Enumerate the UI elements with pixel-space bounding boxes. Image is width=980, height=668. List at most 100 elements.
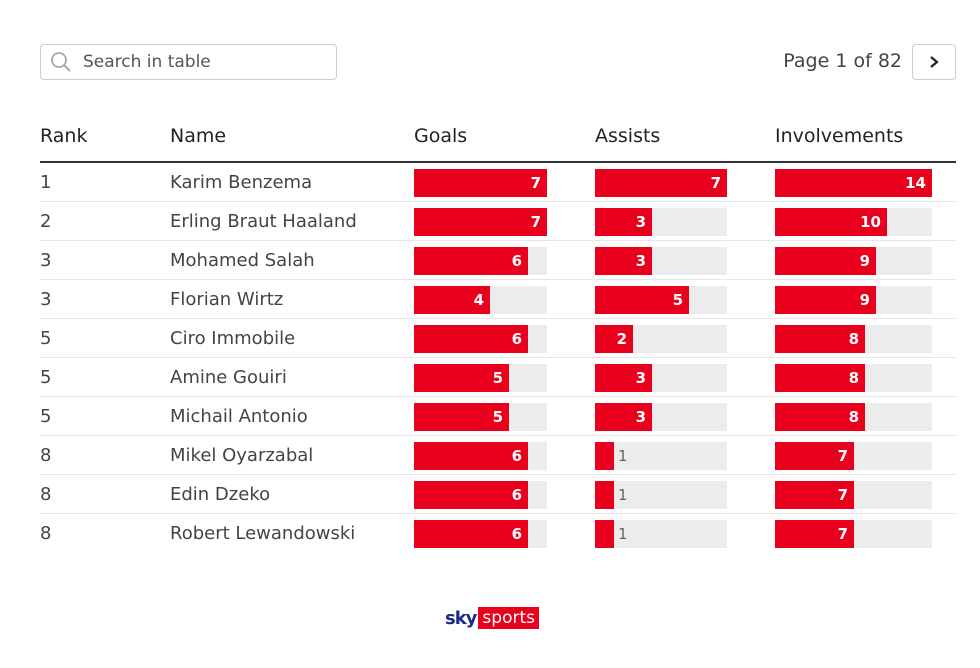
assists-bar: 3 [595,247,727,275]
goals-bar-fill [414,169,547,197]
sky-sports-logo: sky sports [445,606,539,630]
assists-bar-fill [595,364,652,392]
assists-bar-fill [595,325,633,353]
rank-cell: 2 [40,211,52,232]
goals-bar: 7 [414,169,547,197]
involvements-bar-fill [775,364,865,392]
assists-bar: 1 [595,442,727,470]
header-rank[interactable]: Rank [40,125,88,147]
involvements-bar-fill [775,325,865,353]
table-row: 3 Florian Wirtz 4 5 9 [40,280,956,319]
chevron-right-icon [930,56,939,68]
assists-bar-fill [595,208,652,236]
header-involvements[interactable]: Involvements [775,125,904,147]
table-row: 5 Michail Antonio 5 3 8 [40,397,956,436]
involvements-bar-fill [775,520,854,548]
header-goals[interactable]: Goals [414,125,468,147]
involvements-bar-fill [775,247,876,275]
player-name: Michail Antonio [170,406,308,427]
goals-value: 5 [492,369,503,387]
table-row: 8 Edin Dzeko 6 1 7 [40,475,956,514]
goals-bar-fill [414,247,528,275]
assists-value: 1 [618,486,628,504]
involvements-value: 14 [905,174,926,192]
involvements-bar: 8 [775,364,932,392]
involvements-bar: 9 [775,247,932,275]
goals-value: 6 [511,447,522,465]
involvements-value: 7 [837,525,848,543]
goals-value: 5 [492,408,503,426]
involvements-value: 8 [848,330,859,348]
table-row: 5 Ciro Immobile 6 2 8 [40,319,956,358]
goals-value: 6 [511,330,522,348]
assists-bar: 1 [595,481,727,509]
involvements-value: 10 [860,213,881,231]
goals-bar-fill [414,208,547,236]
player-name: Amine Gouiri [170,367,287,388]
involvements-bar: 7 [775,520,932,548]
table-header: Rank Name Goals Assists Involvements [40,125,956,163]
involvements-bar-fill [775,403,865,431]
assists-bar: 3 [595,403,727,431]
involvements-bar: 14 [775,169,932,197]
assists-bar-fill [595,520,614,548]
assists-value: 3 [635,408,646,426]
assists-bar-fill [595,442,614,470]
rank-cell: 8 [40,484,52,505]
rank-cell: 5 [40,328,52,349]
table-row: 8 Robert Lewandowski 6 1 7 [40,514,956,553]
involvements-bar: 8 [775,325,932,353]
involvements-bar-fill [775,208,887,236]
involvements-bar-fill [775,286,876,314]
table-row: 8 Mikel Oyarzabal 6 1 7 [40,436,956,475]
assists-bar: 3 [595,208,727,236]
goals-bar-fill [414,325,528,353]
assists-bar-fill [595,169,727,197]
involvements-bar-fill [775,442,854,470]
assists-value: 3 [635,252,646,270]
goals-bar: 4 [414,286,547,314]
involvements-value: 7 [837,447,848,465]
assists-value: 3 [635,369,646,387]
assists-value: 1 [618,525,628,543]
assists-value: 1 [618,447,628,465]
involvements-bar: 7 [775,442,932,470]
involvements-value: 9 [859,291,870,309]
search-box[interactable] [40,44,337,80]
assists-bar: 1 [595,520,727,548]
involvements-bar-fill [775,481,854,509]
rank-cell: 5 [40,367,52,388]
goals-value: 6 [511,525,522,543]
player-name: Mikel Oyarzabal [170,445,314,466]
table-body: 1 Karim Benzema 7 7 14 2 Erling Braut Haaland 7… [40,163,956,553]
goals-value: 7 [530,174,541,192]
goals-bar: 6 [414,247,547,275]
involvements-value: 8 [848,369,859,387]
rank-cell: 3 [40,250,52,271]
goals-bar-fill [414,403,509,431]
assists-bar-fill [595,481,614,509]
page-indicator: Page 1 of 82 [783,50,902,72]
header-assists[interactable]: Assists [595,125,661,147]
involvements-bar: 7 [775,481,932,509]
player-name: Edin Dzeko [170,484,271,505]
next-page-button[interactable] [912,44,956,80]
involvements-value: 9 [859,252,870,270]
player-name: Robert Lewandowski [170,523,356,544]
goals-value: 6 [511,252,522,270]
table-row: 2 Erling Braut Haaland 7 3 10 [40,202,956,241]
logo-sports: sports [478,607,539,629]
goals-bar-fill [414,481,528,509]
assists-bar-fill [595,286,689,314]
table-row: 3 Mohamed Salah 6 3 9 [40,241,956,280]
header-name[interactable]: Name [170,125,227,147]
goals-bar-fill [414,286,490,314]
goals-bar-fill [414,520,528,548]
involvements-bar-fill [775,169,932,197]
assists-value: 3 [635,213,646,231]
assists-value: 2 [616,330,627,348]
search-input[interactable] [81,51,325,73]
assists-bar: 3 [595,364,727,392]
assists-bar-fill [595,247,652,275]
involvements-value: 8 [848,408,859,426]
